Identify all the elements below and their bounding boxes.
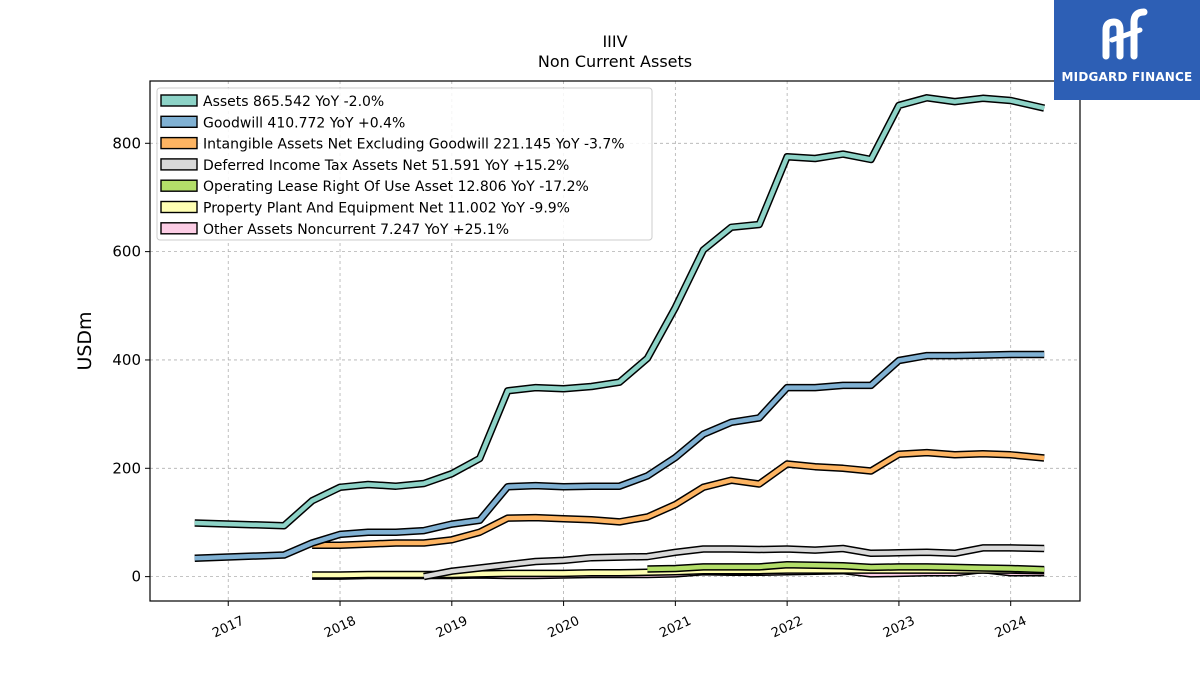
legend-label: Goodwill 410.772 YoY +0.4%: [203, 115, 405, 131]
y-tick-label: 600: [112, 243, 141, 261]
series-lines: [194, 94, 1046, 581]
chart-subtitle: Non Current Assets: [538, 52, 692, 71]
legend-label: Property Plant And Equipment Net 11.002 …: [203, 201, 570, 217]
y-tick-label: 400: [112, 351, 141, 369]
x-axis: 2017 2018 2019 2020 2021 2022 2023 2024: [210, 601, 1029, 641]
legend-swatch: [160, 158, 198, 171]
legend-swatch: [160, 200, 198, 214]
legend-label: Deferred Income Tax Assets Net 51.591 Yo…: [203, 158, 569, 174]
legend-label: Assets 865.542 YoY -2.0%: [203, 94, 384, 110]
legend-swatch: [160, 136, 198, 150]
legend-swatch: [160, 222, 198, 235]
legend-label: Other Assets Noncurrent 7.247 YoY +25.1%: [203, 222, 509, 238]
brand-name: MIDGARD FINANCE: [1061, 70, 1193, 84]
legend-swatch: [160, 115, 198, 129]
legend: Assets 865.542 YoY -2.0% Goodwill 410.772…: [156, 87, 653, 241]
legend-label: Operating Lease Right Of Use Asset 12.80…: [203, 179, 589, 195]
y-tick-label: 0: [131, 568, 141, 586]
x-tick-label: 2021: [657, 614, 693, 642]
x-tick-label: 2020: [546, 614, 582, 642]
series-line: [423, 545, 1045, 579]
plot-frame: [149, 80, 1081, 602]
series-line: [647, 562, 1045, 572]
x-tick-label: 2018: [322, 614, 358, 642]
series-line: [312, 450, 1045, 548]
y-axis-label: USDm: [74, 311, 96, 370]
series-line: [194, 352, 1045, 561]
legend-box: [156, 87, 653, 241]
y-tick-label: 800: [112, 134, 141, 152]
legend-swatch: [160, 179, 198, 192]
x-tick-label: 2017: [210, 614, 246, 642]
y-tick-label: 200: [112, 459, 141, 477]
brand-logo-mark: [1102, 8, 1148, 60]
chart-title: IIIV: [602, 32, 627, 51]
legend-label: Intangible Assets Net Excluding Goodwill…: [203, 137, 625, 153]
x-tick-label: 2019: [434, 614, 470, 642]
x-tick-label: 2023: [881, 614, 917, 642]
series-line: [194, 95, 1045, 528]
brand-logo: MIDGARD FINANCE: [1054, 0, 1200, 100]
x-tick-label: 2022: [769, 614, 805, 642]
x-tick-label: 2024: [993, 614, 1029, 642]
y-axis: 0 200 400 600 800: [112, 134, 150, 586]
legend-swatch: [160, 94, 198, 107]
